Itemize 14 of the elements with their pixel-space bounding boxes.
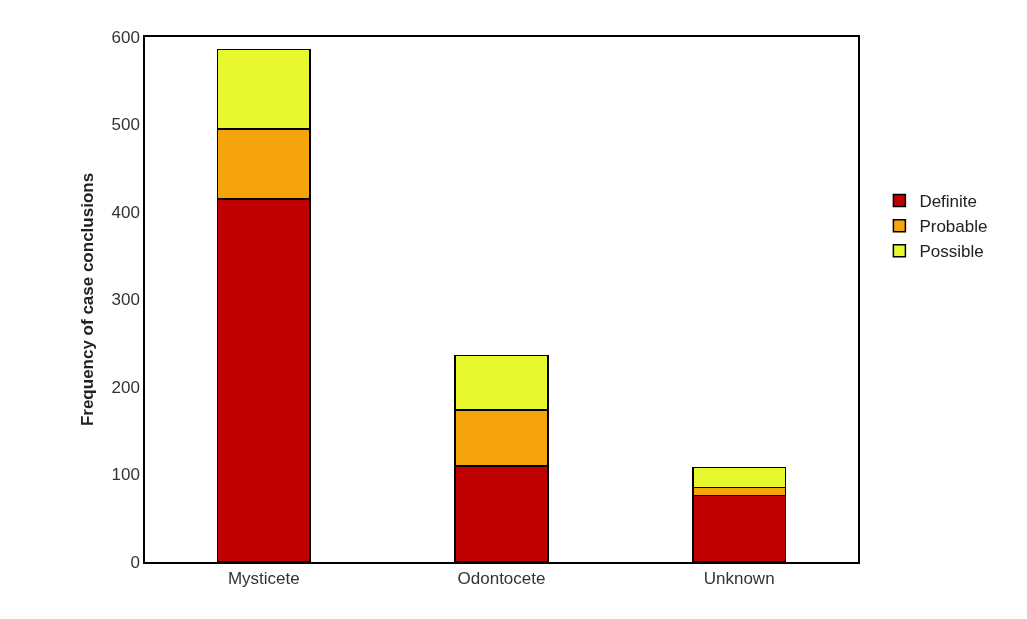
legend-label: Possible bbox=[919, 242, 984, 262]
y-tick-label: 0 bbox=[130, 552, 140, 572]
legend-label: Definite bbox=[919, 192, 978, 212]
y-tick-label: 100 bbox=[111, 465, 140, 485]
x-tick-label: Unknown bbox=[703, 569, 775, 589]
legend-label: Probable bbox=[919, 217, 988, 237]
y-tick-label: 400 bbox=[111, 202, 140, 222]
x-tick-label: Mysticete bbox=[227, 569, 300, 589]
y-tick-label: 500 bbox=[111, 115, 140, 135]
y-tick-label: 600 bbox=[111, 27, 140, 47]
y-tick-label: 300 bbox=[111, 290, 140, 310]
y-axis-title: Frequency of case conclusions bbox=[77, 172, 97, 427]
x-tick-label: Odontocete bbox=[457, 569, 546, 589]
y-tick-label: 200 bbox=[111, 377, 140, 397]
